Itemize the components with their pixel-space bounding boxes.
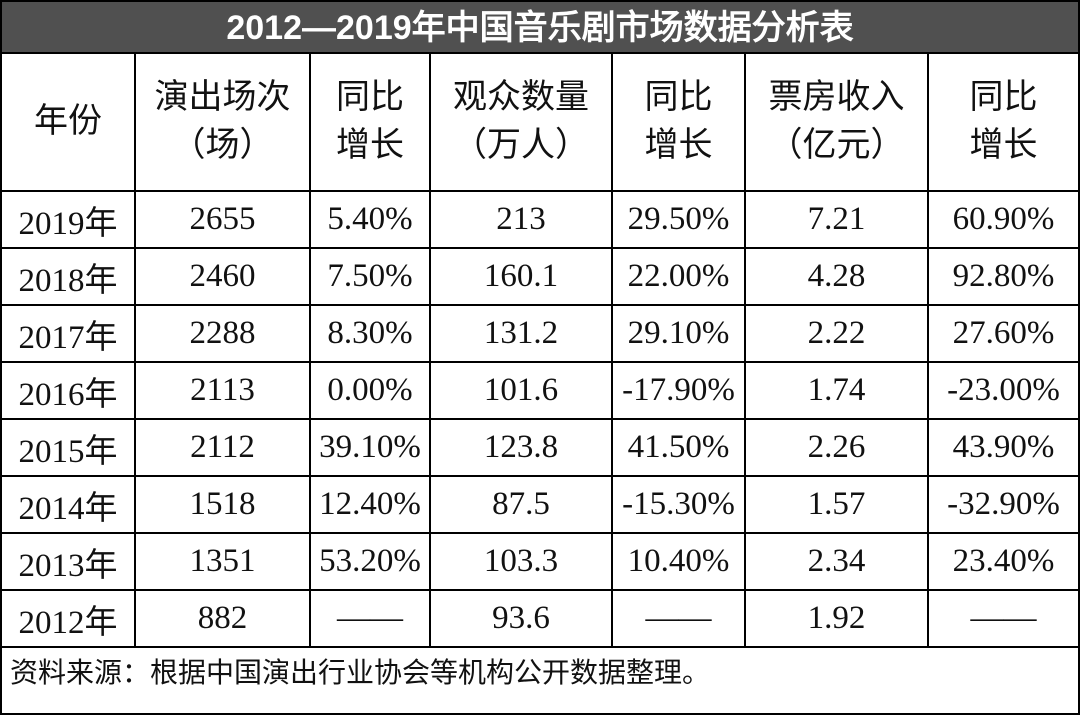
- data-cell: 7.21: [744, 190, 929, 249]
- data-row: 2014年 1518 12.40% 87.5 -15.30% 1.57 -32.90%: [2, 475, 1078, 534]
- data-cell: 2460: [134, 247, 311, 306]
- data-cell: 7.50%: [309, 247, 431, 306]
- data-cell: 2016年: [2, 361, 136, 420]
- data-cell: 43.90%: [927, 418, 1078, 477]
- data-table: 年份 演出场次 （场） 同比 增长 观众数量 （万人） 同比 增长 票房收入 （亿元） 同比 增长 201…: [2, 54, 1078, 648]
- header-cell: 演出场次 （场）: [134, 54, 311, 192]
- data-cell: 12.40%: [309, 475, 431, 534]
- table-title: 2012—2019年中国音乐剧市场数据分析表: [2, 2, 1078, 54]
- data-cell: -17.90%: [611, 361, 746, 420]
- data-cell: 2.22: [744, 304, 929, 363]
- data-cell: 1.57: [744, 475, 929, 534]
- header-line: 观众数量: [453, 79, 589, 116]
- header-line: 票房收入: [768, 79, 905, 116]
- data-cell: 2017年: [2, 304, 136, 363]
- header-line: 增长: [644, 127, 713, 164]
- data-cell: 2018年: [2, 247, 136, 306]
- header-line: （亿元）: [768, 127, 905, 164]
- data-cell: 882: [134, 589, 311, 648]
- data-cell: 5.40%: [309, 190, 431, 249]
- header-row: 年份 演出场次 （场） 同比 增长 观众数量 （万人） 同比 增长 票房收入 （亿元） 同比 增长: [2, 54, 1078, 192]
- data-cell: 8.30%: [309, 304, 431, 363]
- data-row: 2013年 1351 53.20% 103.3 10.40% 2.34 23.40%: [2, 532, 1078, 591]
- data-cell: 41.50%: [611, 418, 746, 477]
- data-cell: ——: [927, 589, 1078, 648]
- data-cell: 2113: [134, 361, 311, 420]
- data-row: 2015年 2112 39.10% 123.8 41.50% 2.26 43.90%: [2, 418, 1078, 477]
- data-cell: 0.00%: [309, 361, 431, 420]
- data-cell: 1.92: [744, 589, 929, 648]
- data-cell: 2.34: [744, 532, 929, 591]
- data-cell: 22.00%: [611, 247, 746, 306]
- data-cell: 2015年: [2, 418, 136, 477]
- header-line: 年份: [34, 103, 102, 140]
- header-cell: 年份: [2, 54, 136, 192]
- data-cell: 92.80%: [927, 247, 1078, 306]
- header-line: 演出场次: [154, 79, 291, 116]
- data-cell: 4.28: [744, 247, 929, 306]
- data-cell: -15.30%: [611, 475, 746, 534]
- data-cell: 93.6: [429, 589, 613, 648]
- data-cell: 213: [429, 190, 613, 249]
- data-cell: 2019年: [2, 190, 136, 249]
- data-cell: 101.6: [429, 361, 613, 420]
- header-cell: 同比 增长: [611, 54, 746, 192]
- data-cell: 2012年: [2, 589, 136, 648]
- source-note: 资料来源：根据中国演出行业协会等机构公开数据整理。: [10, 658, 711, 689]
- data-cell: 160.1: [429, 247, 613, 306]
- data-cell: 2013年: [2, 532, 136, 591]
- data-cell: 1351: [134, 532, 311, 591]
- header-cell: 同比 增长: [309, 54, 431, 192]
- data-row: 2016年 2113 0.00% 101.6 -17.90% 1.74 -23.00%: [2, 361, 1078, 420]
- data-cell: 23.40%: [927, 532, 1078, 591]
- data-cell: 60.90%: [927, 190, 1078, 249]
- data-row: 2012年 882 —— 93.6 —— 1.92 ——: [2, 589, 1078, 648]
- data-cell: 123.8: [429, 418, 613, 477]
- data-cell: 29.10%: [611, 304, 746, 363]
- data-row: 2019年 2655 5.40% 213 29.50% 7.21 60.90%: [2, 190, 1078, 249]
- data-cell: 2655: [134, 190, 311, 249]
- data-cell: 53.20%: [309, 532, 431, 591]
- data-cell: 2288: [134, 304, 311, 363]
- data-cell: -23.00%: [927, 361, 1078, 420]
- data-cell: 103.3: [429, 532, 613, 591]
- data-cell: ——: [611, 589, 746, 648]
- data-cell: -32.90%: [927, 475, 1078, 534]
- data-cell: 87.5: [429, 475, 613, 534]
- header-line: 同比: [336, 79, 404, 116]
- data-cell: ——: [309, 589, 431, 648]
- header-line: 同比: [644, 79, 713, 116]
- data-cell: 131.2: [429, 304, 613, 363]
- data-cell: 2112: [134, 418, 311, 477]
- data-cell: 39.10%: [309, 418, 431, 477]
- data-cell: 2014年: [2, 475, 136, 534]
- data-row: 2017年 2288 8.30% 131.2 29.10% 2.22 27.60%: [2, 304, 1078, 363]
- header-line: 增长: [336, 127, 404, 164]
- data-cell: 29.50%: [611, 190, 746, 249]
- data-cell: 1518: [134, 475, 311, 534]
- header-cell: 观众数量 （万人）: [429, 54, 613, 192]
- data-cell: 27.60%: [927, 304, 1078, 363]
- header-line: 同比: [969, 79, 1038, 116]
- header-cell: 同比 增长: [927, 54, 1078, 192]
- data-cell: 1.74: [744, 361, 929, 420]
- data-row: 2018年 2460 7.50% 160.1 22.00% 4.28 92.80%: [2, 247, 1078, 306]
- data-cell: 10.40%: [611, 532, 746, 591]
- header-cell: 票房收入 （亿元）: [744, 54, 929, 192]
- header-line: 增长: [969, 127, 1038, 164]
- header-line: （万人）: [453, 127, 589, 164]
- data-cell: 2.26: [744, 418, 929, 477]
- header-line: （场）: [171, 127, 274, 164]
